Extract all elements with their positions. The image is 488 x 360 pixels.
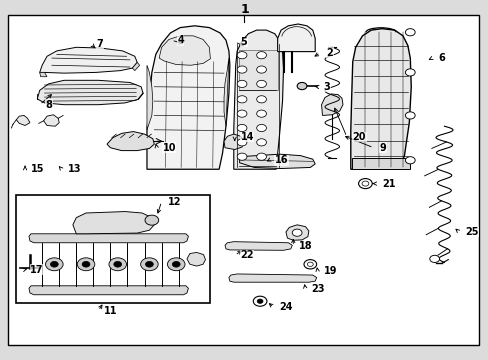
Circle shape — [253, 296, 266, 306]
Polygon shape — [224, 242, 292, 250]
Circle shape — [405, 69, 414, 76]
Circle shape — [256, 153, 266, 160]
Polygon shape — [43, 115, 59, 126]
Circle shape — [237, 125, 246, 132]
Circle shape — [237, 66, 246, 73]
Polygon shape — [147, 26, 229, 169]
Polygon shape — [107, 132, 154, 150]
Circle shape — [405, 29, 414, 36]
Polygon shape — [19, 244, 41, 255]
Circle shape — [256, 96, 266, 103]
Circle shape — [256, 80, 266, 87]
Polygon shape — [224, 58, 228, 126]
Circle shape — [297, 82, 306, 90]
Text: 14: 14 — [240, 132, 254, 142]
Polygon shape — [159, 36, 210, 65]
Circle shape — [237, 80, 246, 87]
Polygon shape — [238, 50, 277, 90]
Polygon shape — [228, 274, 316, 282]
Text: 3: 3 — [323, 82, 329, 92]
Text: 11: 11 — [104, 306, 117, 316]
Polygon shape — [351, 158, 409, 169]
Circle shape — [256, 66, 266, 73]
Text: 17: 17 — [30, 265, 43, 275]
Polygon shape — [285, 225, 308, 240]
Text: 22: 22 — [240, 250, 254, 260]
Polygon shape — [147, 65, 153, 130]
Text: 4: 4 — [177, 35, 183, 45]
Circle shape — [114, 261, 122, 267]
Polygon shape — [73, 212, 154, 234]
Circle shape — [405, 112, 414, 119]
Text: 7: 7 — [97, 39, 103, 49]
Text: 8: 8 — [45, 100, 52, 110]
Circle shape — [172, 261, 180, 267]
Polygon shape — [29, 234, 188, 243]
Circle shape — [256, 139, 266, 146]
Circle shape — [256, 110, 266, 117]
Text: 19: 19 — [323, 266, 336, 276]
Text: 23: 23 — [311, 284, 324, 294]
Polygon shape — [186, 252, 205, 266]
Text: 20: 20 — [352, 132, 366, 142]
Text: 21: 21 — [381, 179, 395, 189]
Text: 18: 18 — [299, 241, 312, 251]
Text: 9: 9 — [379, 143, 386, 153]
Circle shape — [50, 261, 58, 267]
Polygon shape — [40, 47, 137, 73]
Circle shape — [405, 157, 414, 164]
Circle shape — [237, 139, 246, 146]
Text: 5: 5 — [240, 37, 247, 47]
Circle shape — [292, 229, 302, 236]
Circle shape — [109, 258, 126, 271]
Circle shape — [237, 51, 246, 59]
Circle shape — [45, 258, 63, 271]
Polygon shape — [16, 116, 30, 126]
Polygon shape — [132, 62, 140, 71]
Circle shape — [77, 258, 95, 271]
Polygon shape — [37, 80, 143, 105]
Circle shape — [257, 299, 263, 303]
Text: 15: 15 — [31, 164, 44, 174]
Polygon shape — [277, 24, 315, 51]
Circle shape — [145, 261, 153, 267]
Text: 16: 16 — [274, 155, 287, 165]
Circle shape — [429, 255, 439, 262]
Circle shape — [307, 262, 313, 266]
Circle shape — [82, 261, 90, 267]
Text: 2: 2 — [326, 48, 332, 58]
Circle shape — [256, 51, 266, 59]
Text: 24: 24 — [279, 302, 292, 312]
Circle shape — [167, 258, 184, 271]
Circle shape — [304, 260, 316, 269]
Text: 1: 1 — [240, 3, 248, 16]
Polygon shape — [239, 154, 315, 168]
Circle shape — [361, 181, 368, 186]
Circle shape — [237, 96, 246, 103]
Circle shape — [256, 125, 266, 132]
Polygon shape — [321, 94, 342, 116]
Circle shape — [237, 153, 246, 160]
Text: 10: 10 — [162, 143, 176, 153]
Text: 12: 12 — [167, 197, 181, 207]
Polygon shape — [224, 134, 243, 149]
Polygon shape — [350, 29, 410, 169]
Text: 6: 6 — [437, 53, 444, 63]
Text: 25: 25 — [464, 227, 477, 237]
Polygon shape — [40, 72, 47, 77]
Circle shape — [145, 215, 158, 225]
Circle shape — [141, 258, 158, 271]
Polygon shape — [29, 286, 188, 295]
Polygon shape — [233, 30, 283, 169]
Circle shape — [237, 110, 246, 117]
Circle shape — [358, 179, 371, 189]
Bar — [16, 195, 210, 303]
Text: 13: 13 — [67, 164, 81, 174]
